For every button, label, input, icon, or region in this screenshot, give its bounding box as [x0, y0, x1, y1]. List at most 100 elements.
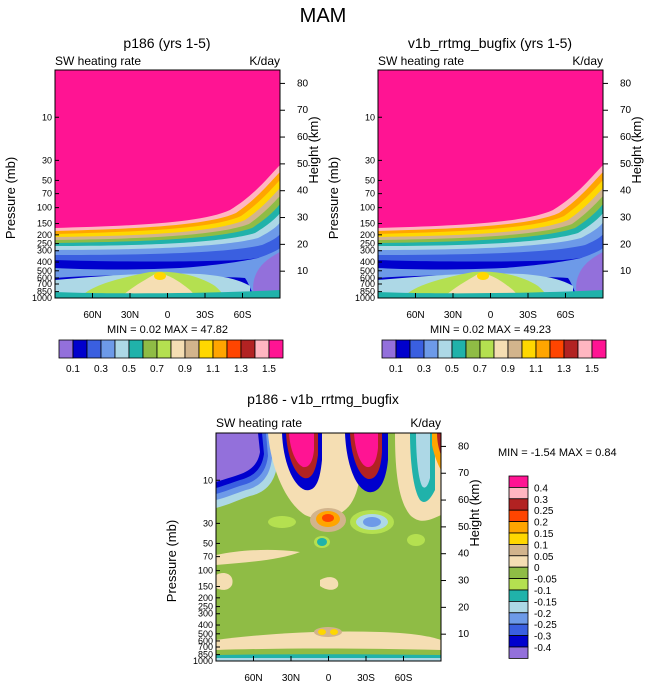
panel-v1b: v1b_rrtmg_bugfix (yrs 1-5) SW heating ra…	[377, 35, 604, 299]
pressure-tick-label: 1000	[355, 293, 375, 303]
stats-label: MIN = 0.02 MAX = 49.23	[430, 324, 551, 336]
pressure-tick-label: 600	[360, 273, 375, 283]
colorbar-swatch	[423, 339, 439, 359]
x-tick-label: 60S	[557, 310, 575, 321]
stats-label: MIN = -1.54 MAX = 0.84	[498, 447, 617, 459]
colorbar-swatch	[437, 339, 453, 359]
colorbar-label: 1.3	[557, 364, 571, 375]
panel-title: p186 (yrs 1-5)	[123, 35, 210, 51]
height-tick-label: 10	[620, 266, 632, 277]
colorbar-swatch	[549, 339, 565, 359]
height-tick-label: 40	[458, 549, 470, 560]
panel-difference: p186 - v1b_rrtmg_bugfix SW heating rate …	[215, 391, 442, 662]
variable-label: SW heating rate	[55, 54, 141, 68]
pressure-tick-label: 600	[198, 636, 213, 646]
y-axis-label: Pressure (mb)	[164, 520, 179, 602]
colorbar-label: 1.5	[585, 364, 599, 375]
pressure-tick-label: 500	[360, 266, 375, 276]
height-tick-label: 60	[620, 132, 632, 143]
height-tick-label: 70	[297, 105, 309, 116]
pressure-tick-label: 250	[198, 602, 213, 612]
colorbar-swatch	[508, 566, 529, 580]
colorbar-label: 0	[534, 563, 540, 574]
height-tick-label: 70	[620, 105, 632, 116]
pressure-tick-label: 250	[360, 239, 375, 249]
colorbar-label: 0.3	[534, 495, 548, 506]
colorbar-label: 0.7	[473, 364, 487, 375]
pressure-tick-label: 70	[203, 552, 213, 562]
colorbar-label: 1.1	[206, 364, 220, 375]
pressure-tick-label: 400	[360, 257, 375, 267]
contour-field	[55, 70, 280, 298]
pressure-tick-label: 300	[37, 246, 52, 256]
y-axis-label-right: Height (km)	[467, 479, 482, 546]
x-tick-label: 30N	[444, 310, 462, 321]
colorbar-swatch	[142, 339, 158, 359]
figure-title: MAM	[300, 5, 347, 27]
axes-layer: 60N 30N 0 30S 60S103050701001502002503004005…	[3, 78, 644, 683]
colorbar-swatch	[521, 339, 537, 359]
colorbar-swatch	[508, 601, 529, 614]
x-tick-label: 30S	[519, 310, 537, 321]
pressure-tick-label: 850	[360, 287, 375, 297]
colorbar-swatch	[508, 544, 529, 557]
y-axis-label-right: Height (km)	[306, 116, 321, 183]
x-tick-label: 30N	[121, 310, 139, 321]
pressure-tick-label: 300	[198, 609, 213, 619]
pressure-tick-label: 30	[365, 155, 375, 165]
pressure-tick-label: 700	[360, 279, 375, 289]
pressure-tick-label: 850	[37, 287, 52, 297]
colorbar-label: 0.3	[94, 364, 108, 375]
height-tick-label: 10	[458, 629, 470, 640]
colorbar-label: 0.1	[534, 540, 548, 551]
x-tick-label: 0	[488, 310, 494, 321]
pressure-tick-label: 600	[37, 273, 52, 283]
x-tick-label: 30S	[357, 673, 375, 683]
variable-label: SW heating rate	[216, 416, 302, 430]
colorbar-label: -0.3	[534, 632, 552, 643]
colorbar-swatch	[184, 339, 200, 359]
height-tick-label: 50	[297, 159, 309, 170]
colorbar-swatch	[465, 339, 481, 359]
pressure-tick-label: 100	[360, 203, 375, 213]
pressure-tick-label: 30	[203, 518, 213, 528]
height-tick-label: 50	[458, 522, 470, 533]
pressure-tick-label: 50	[42, 175, 52, 185]
height-tick-label: 10	[297, 266, 309, 277]
colorbar-swatch	[507, 339, 523, 359]
pressure-tick-label: 400	[37, 257, 52, 267]
colorbar-label: -0.15	[534, 597, 557, 608]
colorbar-swatch	[86, 339, 102, 359]
pressure-tick-label: 250	[37, 239, 52, 249]
pressure-tick-label: 100	[37, 203, 52, 213]
height-tick-label: 80	[458, 441, 470, 452]
pressure-tick-label: 500	[37, 266, 52, 276]
colorbar-label: 0.5	[122, 364, 136, 375]
pressure-tick-label: 30	[42, 155, 52, 165]
height-tick-label: 40	[620, 186, 632, 197]
x-tick-label: 30S	[196, 310, 214, 321]
height-tick-label: 40	[297, 186, 309, 197]
pressure-tick-label: 50	[203, 538, 213, 548]
panel-title: v1b_rrtmg_bugfix (yrs 1-5)	[408, 35, 572, 51]
colorbar-swatch	[508, 578, 529, 591]
colorbar-swatch	[508, 589, 529, 602]
pressure-tick-label: 10	[203, 475, 213, 485]
height-tick-label: 60	[458, 495, 470, 506]
pressure-tick-label: 10	[365, 112, 375, 122]
pressure-tick-label: 400	[198, 620, 213, 630]
contour-field	[378, 70, 603, 298]
colorbar-swatch	[563, 339, 579, 359]
colorbar-swatch	[479, 339, 495, 359]
x-tick-label: 60N	[83, 310, 101, 321]
colorbar-label: 1.1	[529, 364, 543, 375]
colorbar-swatch	[508, 521, 529, 534]
height-tick-label: 50	[620, 159, 632, 170]
colorbar-swatch	[100, 339, 116, 359]
contour-field	[216, 433, 441, 661]
colorbar-swatch	[535, 339, 551, 359]
colorbar-label: -0.4	[534, 643, 552, 654]
colorbar-swatch	[409, 339, 425, 359]
colorbar-label: 0.4	[534, 483, 548, 494]
